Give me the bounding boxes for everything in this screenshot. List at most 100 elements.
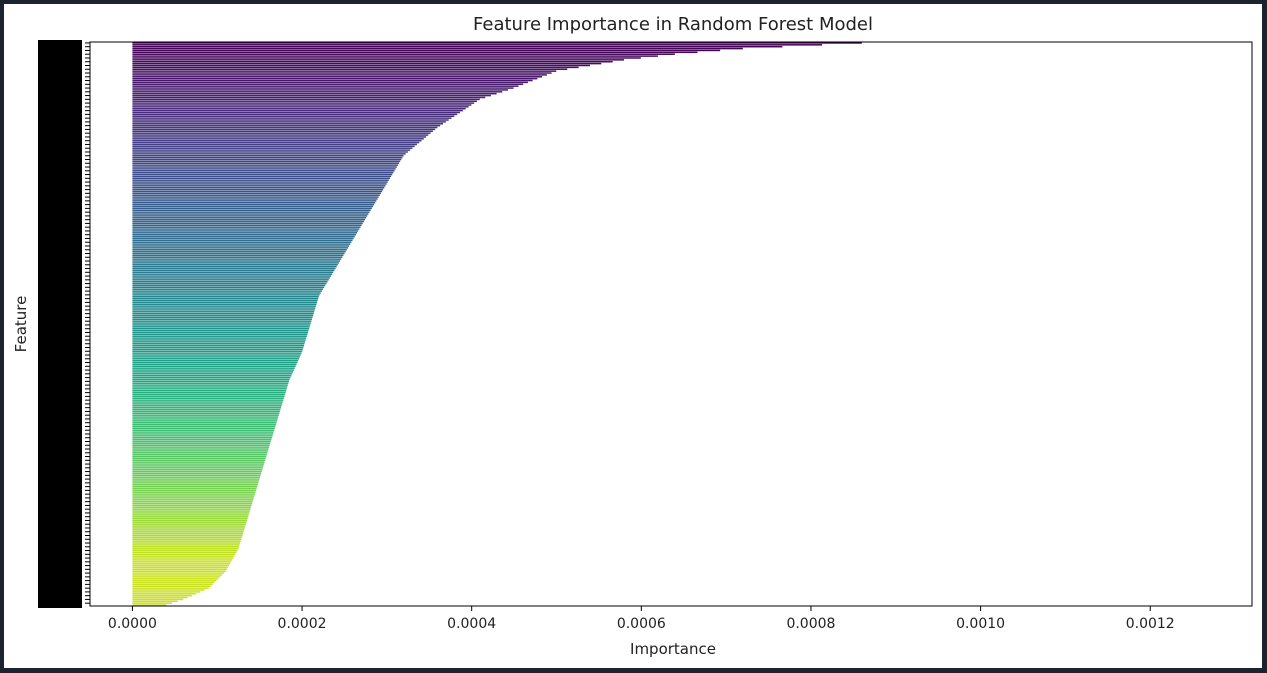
bar bbox=[132, 62, 602, 65]
bar bbox=[132, 510, 250, 512]
bar bbox=[132, 44, 823, 46]
bar bbox=[132, 483, 258, 486]
bar bbox=[132, 57, 641, 59]
bar bbox=[132, 275, 331, 277]
bar bbox=[132, 532, 244, 535]
bar bbox=[132, 359, 299, 362]
bar bbox=[132, 491, 256, 494]
bar bbox=[132, 393, 286, 396]
bar bbox=[132, 100, 478, 102]
bar bbox=[132, 414, 279, 416]
bar bbox=[132, 410, 280, 413]
bar bbox=[132, 160, 401, 163]
bar bbox=[132, 294, 320, 296]
bar bbox=[132, 126, 438, 129]
bar bbox=[132, 203, 375, 206]
bar bbox=[132, 502, 253, 505]
bar bbox=[132, 429, 275, 431]
bar bbox=[132, 412, 280, 415]
bar bbox=[132, 156, 403, 159]
bar bbox=[132, 55, 658, 57]
bar bbox=[132, 136, 427, 138]
bar bbox=[132, 489, 257, 492]
bar bbox=[132, 239, 353, 242]
bar bbox=[132, 247, 348, 249]
bar bbox=[132, 495, 255, 497]
bar bbox=[132, 188, 384, 191]
bar bbox=[132, 371, 294, 373]
bar bbox=[132, 241, 352, 243]
bar bbox=[132, 551, 237, 554]
bar bbox=[132, 342, 305, 345]
bar bbox=[132, 256, 343, 259]
bar bbox=[132, 132, 431, 134]
bar bbox=[132, 222, 363, 225]
bar bbox=[132, 72, 552, 74]
bar bbox=[132, 341, 306, 343]
bar bbox=[132, 94, 491, 97]
bar bbox=[132, 436, 272, 439]
bar bbox=[132, 433, 274, 435]
bar bbox=[132, 425, 276, 428]
bar bbox=[132, 476, 261, 478]
bar bbox=[132, 60, 613, 63]
bar bbox=[132, 327, 310, 330]
bar bbox=[132, 515, 249, 518]
bar bbox=[132, 139, 422, 142]
bar bbox=[132, 134, 429, 136]
bar bbox=[132, 561, 232, 563]
bar bbox=[132, 235, 355, 238]
bar bbox=[132, 267, 336, 270]
bar bbox=[132, 175, 392, 178]
bar bbox=[132, 260, 341, 262]
bar bbox=[132, 333, 308, 336]
bar bbox=[132, 517, 248, 520]
bar bbox=[132, 305, 316, 307]
bar bbox=[132, 581, 215, 584]
bar bbox=[132, 455, 267, 458]
bar bbox=[132, 536, 242, 539]
chart-title: Feature Importance in Random Forest Mode… bbox=[473, 14, 873, 35]
bar bbox=[132, 209, 371, 212]
bar bbox=[132, 295, 319, 298]
bar bbox=[132, 384, 288, 386]
bar bbox=[132, 81, 528, 84]
bar bbox=[132, 183, 387, 185]
bar bbox=[132, 389, 287, 392]
bar bbox=[132, 331, 308, 334]
bar bbox=[132, 292, 321, 294]
bar bbox=[132, 218, 366, 221]
bar bbox=[132, 602, 173, 604]
x-tick-label: 0.0002 bbox=[278, 616, 327, 632]
bar bbox=[132, 431, 274, 433]
bar bbox=[132, 288, 324, 290]
bar bbox=[132, 205, 373, 208]
bar bbox=[132, 168, 396, 170]
bar bbox=[132, 215, 368, 217]
bar bbox=[132, 499, 254, 501]
bar bbox=[132, 457, 266, 460]
bar bbox=[132, 324, 311, 326]
bar bbox=[132, 514, 249, 516]
bar bbox=[132, 170, 395, 172]
bar bbox=[132, 224, 362, 227]
bar bbox=[132, 346, 304, 349]
bar bbox=[132, 506, 251, 509]
bar bbox=[132, 480, 259, 482]
bar bbox=[132, 399, 284, 401]
bar bbox=[132, 585, 211, 588]
bar bbox=[132, 519, 247, 522]
plot-frame bbox=[89, 41, 1253, 607]
bar bbox=[132, 312, 314, 315]
bar bbox=[132, 549, 238, 552]
bar bbox=[132, 500, 253, 503]
bar bbox=[132, 557, 234, 559]
bar bbox=[132, 138, 424, 140]
bar bbox=[132, 504, 252, 507]
bar bbox=[132, 363, 297, 366]
bar bbox=[132, 228, 360, 230]
bar bbox=[132, 365, 296, 368]
bar bbox=[132, 512, 250, 514]
bar bbox=[132, 111, 461, 114]
bar bbox=[132, 248, 347, 251]
